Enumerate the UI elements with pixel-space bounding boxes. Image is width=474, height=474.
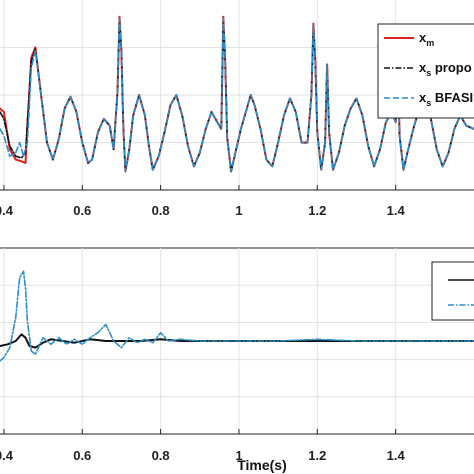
top-tick-label-5: 1.4	[387, 203, 406, 218]
bottom-tick-label-2: 0.8	[152, 448, 170, 463]
bottom-grid	[0, 248, 474, 434]
bottom-tick-label-0: 0.4	[0, 448, 14, 463]
bottom-x-axis-label: Time(s)	[237, 457, 287, 473]
bottom-plot-panel: 0.4 0.6 0.8 1 1.2 1.4 Time(s)	[0, 247, 474, 473]
bottom-series-line-0	[0, 333, 474, 349]
bottom-legend	[431, 261, 474, 321]
bottom-tick-label-3: 1	[235, 448, 242, 463]
bottom-tick-label-5: 1.4	[387, 448, 406, 463]
top-tick-label-1: 0.6	[73, 203, 91, 218]
top-legend-box	[377, 23, 474, 119]
bottom-legend-box	[431, 261, 474, 321]
bottom-tick-labels: 0.4 0.6 0.8 1 1.2 1.4	[0, 429, 405, 463]
top-tick-label-4: 1.2	[308, 203, 326, 218]
bottom-series-group	[0, 270, 474, 362]
bottom-tick-label-1: 0.6	[73, 448, 91, 463]
top-legend: xm xs propo xs BFASI	[377, 23, 474, 119]
top-tick-label-2: 0.8	[152, 203, 170, 218]
bottom-tick-label-4: 1.2	[308, 448, 326, 463]
top-tick-label-3: 1	[235, 203, 242, 218]
top-tick-labels: 0.4 0.6 0.8 1 1.2 1.4	[0, 185, 405, 218]
top-series-line-2	[0, 17, 474, 173]
bottom-series-line-1	[0, 270, 474, 362]
top-plot-panel: 0.4 0.6 0.8 1 1.2 1.4 xm xs propo xs BFASI	[0, 0, 474, 218]
top-legend-label-0: xm	[419, 30, 434, 48]
top-legend-label-2: xs BFASI	[419, 90, 473, 108]
top-legend-label-1: xs propo	[419, 60, 472, 78]
top-tick-label-0: 0.4	[0, 203, 14, 218]
